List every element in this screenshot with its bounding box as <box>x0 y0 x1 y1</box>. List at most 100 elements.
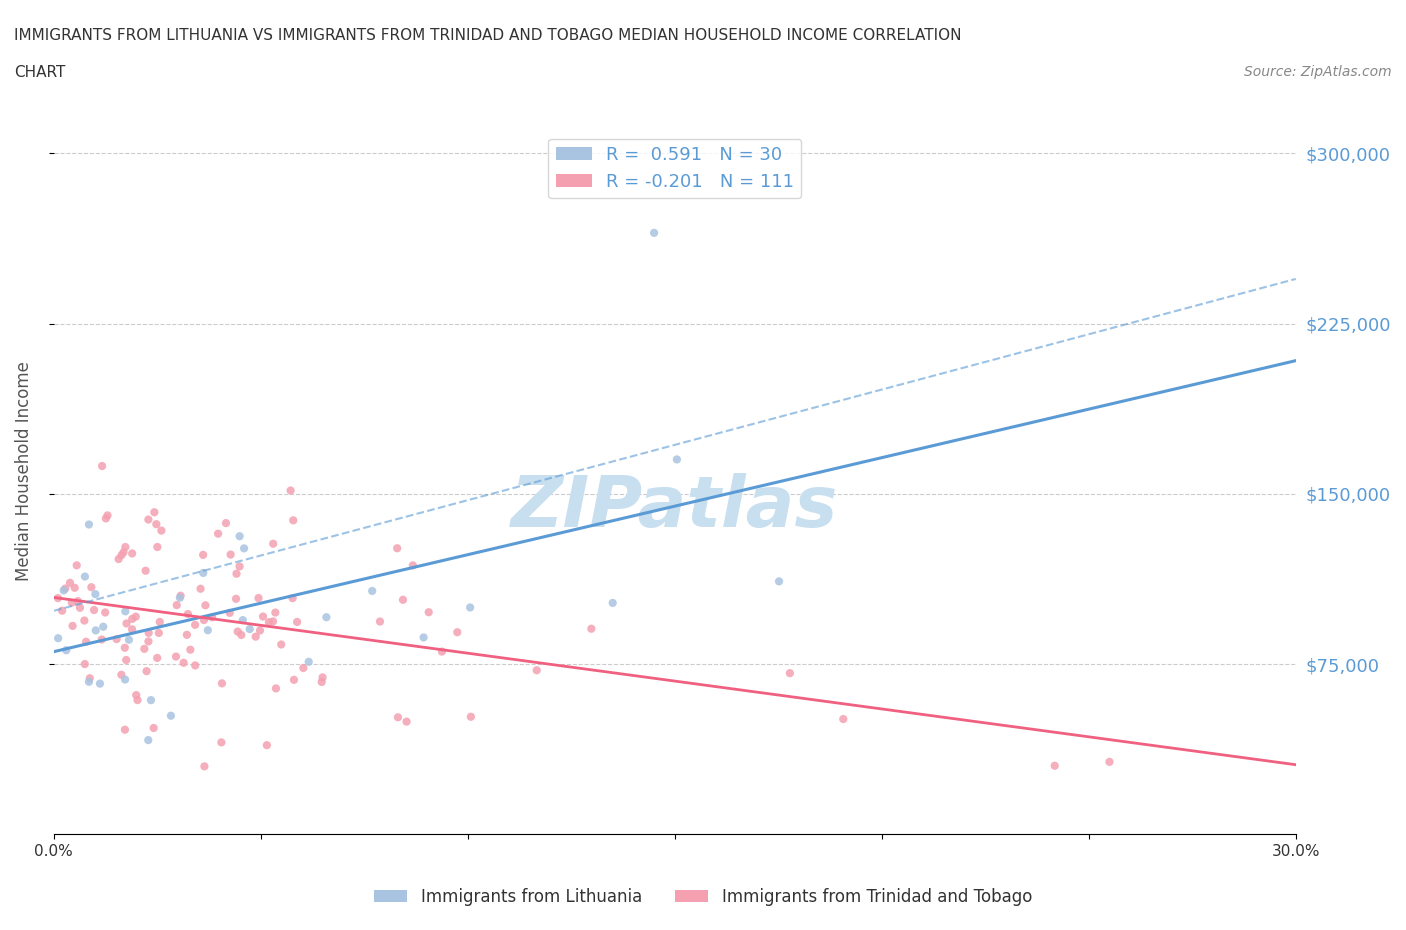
Point <box>138 634 160 649</box>
Point <box>142 721 165 736</box>
Point <box>264 605 287 620</box>
Point <box>311 674 333 689</box>
Point <box>257 615 280 630</box>
Point <box>125 687 148 702</box>
Point <box>52 583 75 598</box>
Point <box>430 644 453 659</box>
Point <box>148 626 170 641</box>
Point <box>66 593 89 608</box>
Point <box>114 640 136 655</box>
Point <box>194 598 217 613</box>
Point <box>602 595 624 610</box>
Point <box>779 666 801 681</box>
Point <box>46 591 69 605</box>
Point <box>184 618 207 632</box>
Point <box>643 225 665 240</box>
Point <box>59 576 82 591</box>
Point <box>281 591 304 605</box>
Point <box>150 523 173 538</box>
Point <box>225 566 247 581</box>
Point <box>311 670 333 684</box>
Point <box>228 529 250 544</box>
Point <box>136 733 159 748</box>
Point <box>581 621 603 636</box>
Point <box>114 723 136 737</box>
Point <box>77 517 100 532</box>
Point <box>249 623 271 638</box>
Point <box>395 714 418 729</box>
Point <box>145 517 167 532</box>
Point <box>262 537 284 551</box>
Point <box>193 565 215 580</box>
Point <box>107 551 129 566</box>
Point <box>418 604 440 619</box>
Point <box>239 621 262 636</box>
Point <box>115 653 138 668</box>
Point <box>138 626 160 641</box>
Point <box>118 632 141 647</box>
Point <box>75 634 97 649</box>
Point <box>173 656 195 671</box>
Point <box>247 591 270 605</box>
Point <box>402 558 425 573</box>
Point <box>1043 758 1066 773</box>
Point <box>176 628 198 643</box>
Point <box>94 511 117 525</box>
Text: ZIPatlas: ZIPatlas <box>512 473 838 542</box>
Point <box>135 664 157 679</box>
Point <box>392 592 415 607</box>
Point <box>60 595 83 610</box>
Point <box>66 558 89 573</box>
Point <box>69 601 91 616</box>
Point <box>252 609 274 624</box>
Point <box>264 681 287 696</box>
Point <box>179 643 201 658</box>
Point <box>768 574 790 589</box>
Point <box>115 616 138 631</box>
Point <box>226 624 249 639</box>
Point <box>143 505 166 520</box>
Legend: Immigrants from Lithuania, Immigrants from Trinidad and Tobago: Immigrants from Lithuania, Immigrants fr… <box>367 881 1039 912</box>
Point <box>79 671 101 685</box>
Point <box>63 580 86 595</box>
Point <box>80 579 103 594</box>
Point <box>225 591 247 606</box>
Point <box>368 614 391 629</box>
Point <box>121 611 143 626</box>
Point <box>460 710 482 724</box>
Point <box>138 512 160 527</box>
Point <box>51 604 73 618</box>
Point <box>73 657 96 671</box>
Point <box>298 655 321 670</box>
Point <box>73 569 96 584</box>
Point <box>193 613 215 628</box>
Point <box>184 658 207 673</box>
Point <box>832 711 855 726</box>
Point <box>292 660 315 675</box>
Point <box>73 613 96 628</box>
Point <box>90 632 112 647</box>
Point <box>165 649 187 664</box>
Point <box>270 637 292 652</box>
Point <box>458 600 481 615</box>
Point <box>55 643 77 658</box>
Point <box>231 628 253 643</box>
Point <box>112 545 135 560</box>
Point <box>193 759 215 774</box>
Point <box>315 610 337 625</box>
Point <box>387 710 409 724</box>
Point <box>125 609 148 624</box>
Point <box>94 605 117 620</box>
Point <box>46 631 69 645</box>
Point <box>110 548 132 563</box>
Point <box>160 709 183 724</box>
Point <box>228 559 250 574</box>
Point <box>139 693 162 708</box>
Point <box>215 515 238 530</box>
Point <box>84 587 107 602</box>
Point <box>84 623 107 638</box>
Point <box>114 672 136 687</box>
Point <box>1098 754 1121 769</box>
Point <box>197 623 219 638</box>
Point <box>207 526 229 541</box>
